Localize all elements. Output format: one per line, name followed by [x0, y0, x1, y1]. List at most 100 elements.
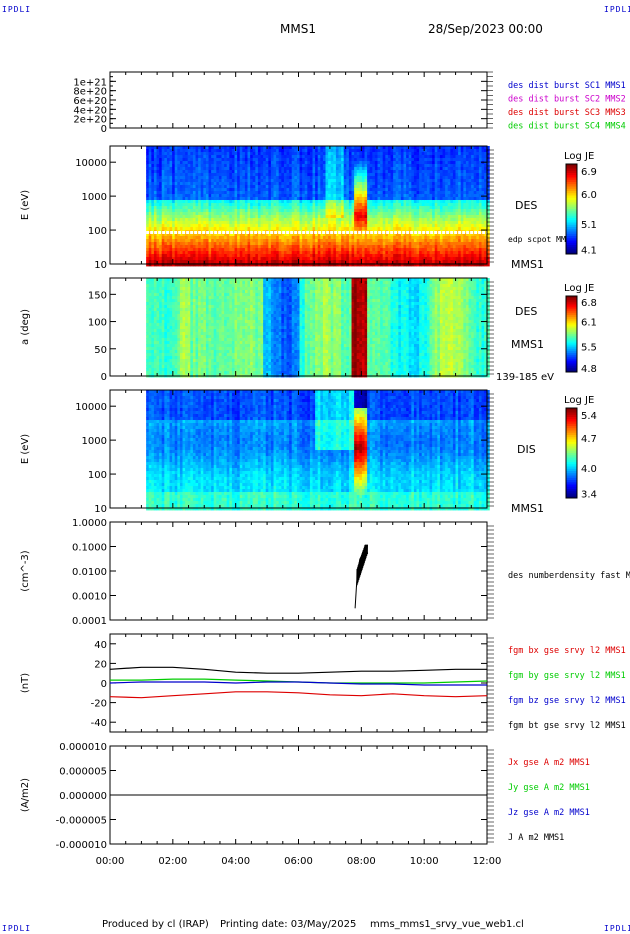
- spectrogram-cell: [413, 206, 417, 210]
- spectrogram-cell: [247, 212, 251, 216]
- spectrogram-cell: [434, 257, 438, 261]
- spectrogram-cell: [276, 236, 280, 240]
- spectrogram-cell: [408, 164, 412, 168]
- spectrogram-cell: [179, 176, 183, 180]
- spectrogram-cell: [359, 260, 363, 264]
- spectrogram-cell: [408, 224, 412, 228]
- spectrogram-cell: [294, 197, 298, 201]
- spectrogram-cell: [387, 194, 391, 198]
- spectrogram-cell: [393, 245, 397, 249]
- spectrogram-cell: [195, 158, 199, 162]
- spectrogram-cell: [325, 176, 329, 180]
- spectrogram-cell: [231, 257, 235, 261]
- spectrogram-cell: [244, 263, 248, 267]
- spectrogram-cell: [385, 152, 389, 156]
- spectrogram-cell: [341, 173, 345, 177]
- spectrogram-cell: [413, 185, 417, 189]
- spectrogram-cell: [307, 242, 311, 246]
- spectrogram-cell: [408, 254, 412, 258]
- spectrogram-cell: [361, 224, 365, 228]
- spectrogram-cell: [380, 167, 384, 171]
- spectrogram-cell: [281, 158, 285, 162]
- spectrogram-cell: [198, 248, 202, 252]
- spectrogram-cell: [257, 221, 261, 225]
- spectrogram-cell: [403, 257, 407, 261]
- spectrogram-cell: [192, 257, 196, 261]
- spectrogram-cell: [320, 239, 324, 243]
- spectrogram-cell: [218, 254, 222, 258]
- spectrogram-cell: [361, 158, 365, 162]
- spectrogram-cell: [421, 218, 425, 222]
- spectrogram-cell: [208, 197, 212, 201]
- spectrogram-cell: [244, 176, 248, 180]
- spectrogram-cell: [257, 209, 261, 213]
- spectrogram-cell: [198, 254, 202, 258]
- spectrogram-cell: [226, 245, 230, 249]
- spectrogram-cell: [328, 242, 332, 246]
- spectrogram-cell: [393, 176, 397, 180]
- spectrogram-cell: [291, 185, 295, 189]
- spectrogram-cell: [231, 224, 235, 228]
- spectrogram-cell: [187, 257, 191, 261]
- spectrogram-cell: [356, 248, 360, 252]
- spectrogram-cell: [252, 236, 256, 240]
- spectrogram-cell: [174, 185, 178, 189]
- spectrogram-cell: [177, 152, 181, 156]
- spectrogram-cell: [315, 197, 319, 201]
- spectrogram-cell: [315, 251, 319, 255]
- spectrogram-cell: [374, 206, 378, 210]
- spectrogram-cell: [398, 260, 402, 264]
- spectrogram-cell: [348, 146, 352, 150]
- spectrogram-cell: [322, 212, 326, 216]
- spectrogram-cell: [260, 242, 264, 246]
- spectrogram-cell: [263, 227, 267, 231]
- spectrogram-cell: [369, 194, 373, 198]
- spectrogram-cell: [273, 158, 277, 162]
- spectrogram-cell: [393, 194, 397, 198]
- spectrogram-cell: [281, 149, 285, 153]
- spectrogram-cell: [177, 236, 181, 240]
- spectrogram-cell: [187, 221, 191, 225]
- spectrogram-cell: [252, 197, 256, 201]
- spectrogram-cell: [374, 167, 378, 171]
- spectrogram-cell: [161, 191, 165, 195]
- spectrogram-cell: [166, 176, 170, 180]
- spectrogram-cell: [263, 242, 267, 246]
- spectrogram-cell: [156, 176, 160, 180]
- spectrogram-cell: [380, 158, 384, 162]
- spectrogram-cell: [229, 176, 233, 180]
- spectrogram-cell: [346, 209, 350, 213]
- spectrogram-cell: [403, 215, 407, 219]
- spectrogram-cell: [203, 212, 207, 216]
- spectrogram-cell: [239, 263, 243, 267]
- spectrogram-cell: [187, 263, 191, 267]
- spectrogram-cell: [361, 200, 365, 204]
- spectrogram-cell: [231, 173, 235, 177]
- spectrogram-cell: [203, 221, 207, 225]
- spectrogram-cell: [164, 191, 168, 195]
- spectrogram-cell: [450, 197, 454, 201]
- spectrogram-cell: [369, 164, 373, 168]
- spectrogram-cell: [390, 242, 394, 246]
- spectrogram-cell: [203, 245, 207, 249]
- spectrogram-cell: [286, 263, 290, 267]
- spectrogram-cell: [403, 149, 407, 153]
- spectrogram-cell: [289, 167, 293, 171]
- spectrogram-cell: [200, 251, 204, 255]
- spectrogram-cell: [356, 236, 360, 240]
- spectrogram-cell: [307, 179, 311, 183]
- spectrogram-cell: [177, 170, 181, 174]
- spectrogram-cell: [260, 209, 264, 213]
- spectrogram-cell: [265, 167, 269, 171]
- spectrogram-cell: [182, 188, 186, 192]
- spectrogram-cell: [424, 155, 428, 159]
- spectrogram-cell: [395, 227, 399, 231]
- spectrogram-cell: [244, 158, 248, 162]
- spectrogram-cell: [359, 242, 363, 246]
- spectrogram-cell: [424, 254, 428, 258]
- spectrogram-cell: [164, 167, 168, 171]
- spectrogram-cell: [408, 146, 412, 150]
- spectrogram-cell: [195, 173, 199, 177]
- spectrogram-cell: [406, 227, 410, 231]
- spectrogram-cell: [400, 236, 404, 240]
